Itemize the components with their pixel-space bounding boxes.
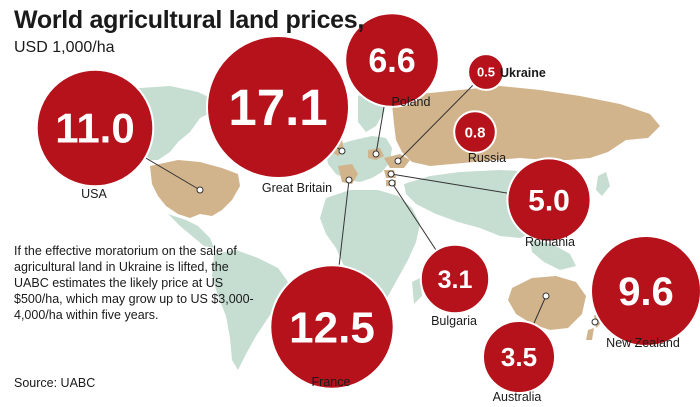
chart-title: World agricultural land prices,: [14, 6, 365, 34]
value-label-usa: 11.0: [55, 105, 134, 152]
chart-subtitle: USD 1,000/ha: [14, 39, 115, 56]
country-label-france: France: [312, 375, 351, 389]
location-dots: [196, 147, 599, 326]
bubble-romania: [506, 157, 592, 243]
land-madagascar: [412, 278, 422, 304]
bubble-great-britain: [206, 35, 350, 179]
country-label-australia: Australia: [493, 390, 542, 404]
bubble-france: [269, 264, 395, 390]
bubble-ukraine: [467, 53, 505, 91]
location-dot-ukraine: [394, 157, 402, 165]
country-label-usa: USA: [81, 187, 107, 201]
value-label-australia: 3.5: [501, 342, 537, 372]
bubble-new-zealand: [590, 235, 700, 347]
land-australia: [508, 276, 586, 330]
value-label-bulgaria: 3.1: [438, 266, 473, 294]
ukraine-note: If the effective moratorium on the sale …: [14, 244, 254, 322]
location-dot-poland: [372, 150, 380, 158]
country-label-romania: Romania: [525, 235, 575, 249]
value-bubbles: 11.0 17.1 12.5 6.6 0.5 0.8 5.0 3.1 3.5 9.6: [35, 12, 700, 394]
land-mexico: [168, 214, 214, 248]
country-label-new-zealand: New Zealand: [606, 336, 680, 350]
source-note: Source: UABC: [14, 376, 96, 390]
land-usa: [150, 160, 240, 218]
country-labels: USA Great Britain France Poland Ukraine Russi…: [81, 66, 680, 404]
location-dot-australia: [542, 292, 550, 300]
country-label-bulgaria: Bulgaria: [431, 314, 477, 328]
value-label-russia: 0.8: [465, 124, 486, 141]
bubble-russia: [453, 110, 497, 154]
land-france: [338, 164, 358, 184]
bubble-bulgaria: [419, 243, 491, 315]
country-label-great-britain: Great Britain: [262, 181, 332, 195]
value-label-poland: 6.6: [368, 42, 415, 80]
land-africa: [320, 190, 420, 320]
land-south-america: [212, 250, 288, 370]
location-dot-romania: [387, 170, 395, 178]
value-label-france: 12.5: [289, 303, 375, 352]
bubble-usa: [35, 68, 155, 188]
country-label-russia: Russia: [468, 151, 506, 165]
location-dot-great-britain: [338, 147, 346, 155]
country-label-ukraine: Ukraine: [500, 66, 546, 80]
value-label-new-zealand: 9.6: [618, 270, 674, 314]
value-label-ukraine: 0.5: [477, 65, 495, 80]
bubble-australia: [482, 320, 556, 394]
land-japan: [596, 172, 610, 196]
leader-line-ukraine: [397, 71, 487, 162]
value-label-romania: 5.0: [528, 185, 570, 218]
location-dot-new-zealand: [591, 318, 599, 326]
bubble-poland: [344, 12, 440, 108]
location-dot-france: [345, 176, 353, 184]
location-dot-bulgaria: [388, 179, 396, 187]
land-southeast-asia: [530, 240, 576, 270]
location-dot-usa: [196, 186, 204, 194]
value-label-great-britain: 17.1: [228, 79, 327, 136]
country-label-poland: Poland: [392, 95, 431, 109]
